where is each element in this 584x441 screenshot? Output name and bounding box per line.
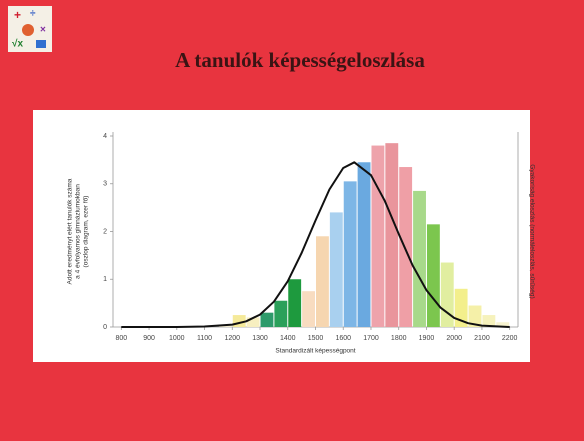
chart: 0 1 2 3 4 800 900 1000 1100 1200 1300 1400 1500 1600 1… xyxy=(67,132,535,355)
normal-curve xyxy=(121,161,510,328)
bar xyxy=(246,317,260,327)
bar xyxy=(496,322,510,327)
x-tick-label: 1100 xyxy=(197,335,212,342)
svg-text:√x: √x xyxy=(12,39,23,50)
svg-text:÷: ÷ xyxy=(30,9,36,20)
y-tick-label: 2 xyxy=(103,228,107,235)
bar xyxy=(426,224,440,327)
bar xyxy=(385,143,399,327)
bar xyxy=(260,312,274,327)
y-axis-label: (oszlop diagram, ezer fő) xyxy=(83,196,90,268)
bar xyxy=(399,167,413,327)
svg-text:+: + xyxy=(14,8,21,22)
bar xyxy=(274,300,288,327)
bar xyxy=(329,212,343,327)
x-tick-label: 900 xyxy=(143,335,155,342)
x-tick-label: 1800 xyxy=(391,335,407,342)
bar xyxy=(232,315,246,327)
x-tick-label: 2000 xyxy=(446,335,462,342)
x-tick-label: 2100 xyxy=(474,335,490,342)
y-axis-label: Adott eredményt elért tanulók száma xyxy=(67,178,74,284)
y-tick-label: 3 xyxy=(103,181,107,188)
slide-title: A tanulók képességeloszlása xyxy=(175,48,425,72)
x-tick-label: 2200 xyxy=(502,335,518,342)
logo-icon: + ÷ × √x xyxy=(8,6,52,52)
bar xyxy=(468,305,482,327)
y-tick-label: 0 xyxy=(103,324,107,331)
svg-text:×: × xyxy=(40,25,46,36)
x-tick-label: 1300 xyxy=(252,335,268,342)
bar xyxy=(357,162,371,327)
bar xyxy=(316,236,329,327)
x-tick-label: 1400 xyxy=(280,335,296,342)
bar xyxy=(482,315,496,327)
x-tick-label: 1700 xyxy=(363,335,379,342)
y-tick-label: 1 xyxy=(103,276,107,283)
x-tick-label: 1600 xyxy=(335,335,351,342)
bar xyxy=(440,262,454,327)
bar xyxy=(454,288,468,327)
bar xyxy=(288,279,302,327)
x-tick-label: 1200 xyxy=(224,335,240,342)
x-tick-label: 1900 xyxy=(419,335,435,342)
y-tick-label: 4 xyxy=(103,133,107,140)
bar xyxy=(413,190,426,327)
x-tick-label: 1500 xyxy=(308,335,324,342)
y2-axis-label: Gyakoriság eloszlás (normáleloszlás, sűr… xyxy=(528,164,535,298)
bar xyxy=(343,181,357,327)
y-axis-label: a 4 évfolyamos gimnáziumokban xyxy=(75,184,82,279)
bar xyxy=(371,145,385,327)
x-axis-label: Standardizált képességpont xyxy=(275,348,355,355)
x-tick-label: 800 xyxy=(115,335,127,342)
x-tick-label: 1000 xyxy=(169,335,185,342)
bar xyxy=(302,291,315,327)
